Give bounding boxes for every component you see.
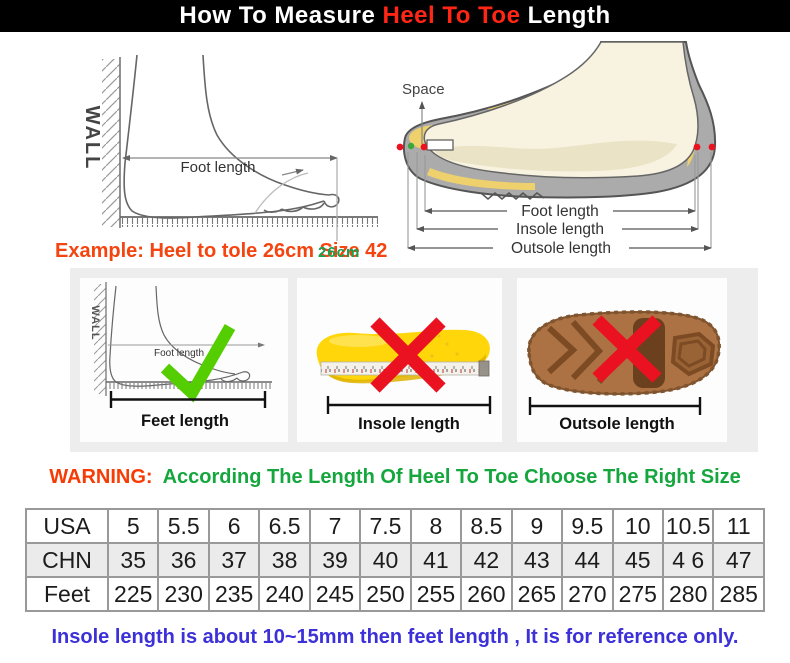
- tape-end: [478, 360, 490, 377]
- size-cell: 9: [510, 508, 564, 544]
- row-header: CHN: [25, 542, 109, 578]
- size-cell: 5: [106, 508, 160, 544]
- size-cell: 38: [258, 542, 311, 578]
- size-cell: 7: [308, 508, 362, 544]
- reference-note: Insole length is about 10~15mm then feet…: [51, 626, 739, 648]
- size-cell: 240: [258, 576, 311, 612]
- measure-bracket: [528, 397, 702, 415]
- size-cell: 4 6: [661, 542, 715, 578]
- size-cell: 270: [561, 576, 614, 612]
- measure-bracket: [326, 396, 492, 414]
- measure-dots: [396, 142, 716, 151]
- ruler-mark-26cm: 26cm: [318, 244, 361, 261]
- shoe-outsole-length-label: Outsole length: [511, 240, 611, 257]
- insole-highlight: [329, 335, 389, 347]
- row-header: Feet: [25, 576, 109, 612]
- size-cell: 265: [510, 576, 564, 612]
- title-highlight: Heel To Toe: [382, 2, 521, 29]
- insole-diagram: Insole length: [316, 317, 492, 433]
- size-cell: 6.5: [258, 508, 311, 544]
- foot-outline: [123, 54, 340, 219]
- size-cell: 42: [460, 542, 513, 578]
- size-cell: 255: [409, 576, 463, 612]
- wall-hatching: [102, 59, 120, 227]
- size-cell: 8: [409, 508, 463, 544]
- ruler-ticks: [120, 218, 378, 227]
- space-label: Space: [402, 81, 445, 98]
- outsole-length-panel: Outsole length: [517, 278, 727, 442]
- size-cell: 250: [359, 576, 412, 612]
- shoe-insole-length-label: Insole length: [516, 221, 604, 238]
- size-cell: 41: [409, 542, 463, 578]
- size-cell: 47: [712, 542, 765, 578]
- size-conversion-table: USA 5 5.5 6 6.5 7 7.5 8 8.5 9 9.5 10 10.5 11 CHN 35 36 37…: [25, 508, 765, 612]
- size-cell: 9.5: [561, 508, 614, 544]
- size-cell: 36: [157, 542, 210, 578]
- check-icon: [160, 324, 236, 403]
- size-cell: 245: [308, 576, 362, 612]
- tread-zigzag: [480, 192, 545, 200]
- panel-caption: Feet length: [141, 412, 229, 430]
- foot-length-label: Foot length: [154, 348, 204, 359]
- wall-hatching: [94, 284, 106, 394]
- size-cell: 280: [661, 576, 715, 612]
- size-cell: 43: [510, 542, 564, 578]
- toe-space-box: [426, 139, 454, 151]
- cross-icon: [592, 315, 662, 383]
- table-row: Feet 225 230 235 240 245 250 255 260 265 270 275 280…: [25, 576, 765, 612]
- size-cell: 5.5: [157, 508, 210, 544]
- size-table-body: USA 5 5.5 6 6.5 7 7.5 8 8.5 9 9.5 10 10.5 11 CHN 35 36 37…: [25, 508, 765, 612]
- size-cell: 40: [359, 542, 412, 578]
- insole-length-panel: Insole length: [297, 278, 502, 442]
- wall-label: WALL: [89, 305, 101, 340]
- size-cell: 10: [611, 508, 664, 544]
- measure-guides: [407, 152, 712, 248]
- size-cell: 39: [308, 542, 362, 578]
- shoe-foot-length-label: Foot length: [521, 203, 599, 220]
- feet-length-panel: WALL Foot length Feet length: [80, 278, 288, 442]
- measure-lines: [407, 208, 712, 251]
- size-cell: 275: [611, 576, 664, 612]
- outsole-diagram: Outsole length: [527, 310, 721, 433]
- size-cell: 285: [712, 576, 765, 612]
- foot-length-label: Foot length: [180, 159, 255, 176]
- size-cell: 7.5: [359, 508, 412, 544]
- size-cell: 10.5: [661, 508, 715, 544]
- size-cell: 225: [106, 576, 160, 612]
- wall-foot-diagram: WALL Foot length: [81, 54, 378, 241]
- warning-text: According The Length Of Heel To Toe Choo…: [162, 466, 741, 488]
- example-text: Example: Heel to tole 26cm Size 42: [55, 240, 388, 262]
- title-suffix: Length: [520, 2, 611, 29]
- comparison-band: WALL Foot length Feet length: [70, 268, 758, 452]
- table-row: CHN 35 36 37 38 39 40 41 42 43 44 45 4 6 47: [25, 542, 765, 578]
- size-cell: 35: [106, 542, 160, 578]
- footbed-shading: [435, 140, 677, 172]
- size-cell: 260: [460, 576, 513, 612]
- size-cell: 235: [207, 576, 261, 612]
- size-cell: 11: [712, 508, 765, 544]
- size-cell: 6: [207, 508, 261, 544]
- wall-label: WALL: [81, 106, 103, 171]
- size-cell: 230: [157, 576, 210, 612]
- size-cell: 37: [207, 542, 261, 578]
- cross-icon: [370, 317, 446, 393]
- warning-label: WARNING:: [49, 466, 153, 488]
- heel-tread-inner: [677, 339, 707, 368]
- measure-bracket: [109, 391, 267, 408]
- size-cell: 45: [611, 542, 664, 578]
- panel-caption: Insole length: [358, 415, 460, 433]
- shoe-cross-section-diagram: Space Foot length Insole length Outsole …: [396, 41, 717, 257]
- panel-caption: Outsole length: [559, 415, 675, 433]
- size-cell: 44: [561, 542, 614, 578]
- feet-length-diagram: WALL Foot length Feet length: [89, 282, 272, 430]
- row-header: USA: [25, 508, 109, 544]
- title-prefix: How To Measure: [179, 2, 383, 29]
- table-row: USA 5 5.5 6 6.5 7 7.5 8 8.5 9 9.5 10 10.5 11: [25, 508, 765, 544]
- outsole-serration: [527, 310, 721, 396]
- toe-arrow: [281, 168, 304, 176]
- header-banner: How To Measure Heel To Toe Length: [0, 0, 790, 32]
- size-cell: 8.5: [460, 508, 513, 544]
- warning-line: WARNING: According The Length Of Heel To …: [0, 466, 790, 489]
